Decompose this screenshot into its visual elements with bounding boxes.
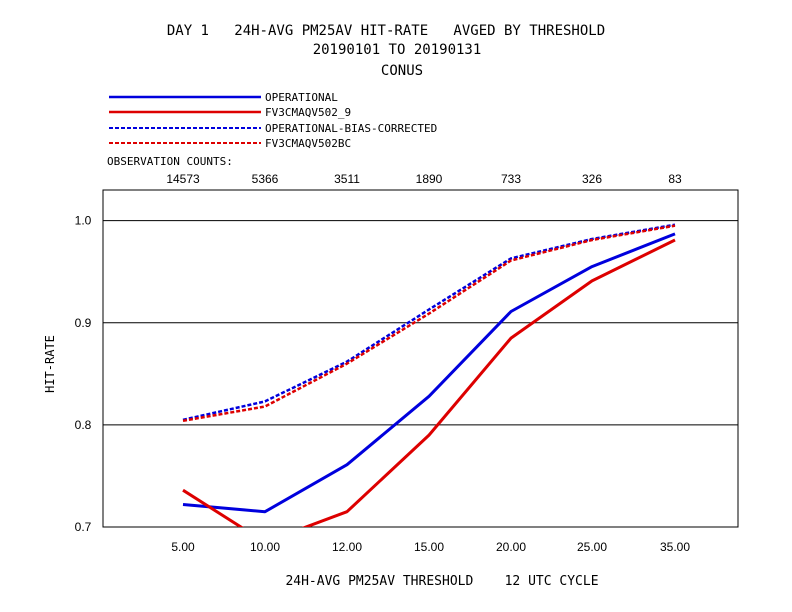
x-tick-label: 20.00: [496, 540, 526, 554]
series-line-operational: [182, 232, 676, 514]
x-tick-label: 15.00: [414, 540, 444, 554]
y-tick-label: 0.7: [75, 520, 92, 534]
observation-count: 14573: [166, 172, 200, 186]
observation-count: 3511: [334, 172, 360, 186]
x-tick-labels: 5.00 10.00 12.00 15.00 20.00 25.00 35.00: [171, 540, 690, 554]
legend: OPERATIONAL FV3CMAQV502_9 OPERATIONAL-BIAS…: [109, 91, 437, 150]
observation-count: 1890: [416, 172, 443, 186]
chart-title-line-1: DAY 1 24H-AVG PM25AV HIT-RATE AVGED BY T…: [167, 23, 605, 39]
legend-label: OPERATIONAL-BIAS-CORRECTED: [265, 122, 437, 135]
y-tick-label: 0.9: [75, 316, 92, 330]
y-tick-label: 0.8: [75, 418, 92, 432]
observation-counts: 14573 5366 3511 1890 733 326 83: [166, 172, 682, 186]
y-tick-label: 1.0: [75, 214, 92, 228]
y-axis-label: HIT-RATE: [43, 335, 57, 393]
legend-label: OPERATIONAL: [265, 91, 338, 104]
series-line-fv3cmaqv502bc: [182, 224, 676, 423]
x-tick-label: 10.00: [250, 540, 280, 554]
chart-title-line-2: 20190101 TO 20190131: [313, 42, 482, 58]
series-line-fv3cmaqv502-9: [182, 238, 676, 527]
series-line-operational-bias-corrected: [182, 223, 676, 422]
observation-count: 326: [582, 172, 602, 186]
gridlines: [103, 220, 738, 426]
legend-label: FV3CMAQV502BC: [265, 137, 351, 150]
plot-frame: [102, 189, 739, 528]
observation-counts-label: OBSERVATION COUNTS:: [107, 155, 233, 168]
x-tick-label: 35.00: [660, 540, 690, 554]
observation-count: 5366: [252, 172, 279, 186]
legend-label: FV3CMAQV502_9: [265, 106, 351, 119]
data-series: [182, 223, 676, 527]
x-axis-label: 24H-AVG PM25AV THRESHOLD 12 UTC CYCLE: [285, 574, 598, 589]
x-tick-label: 25.00: [577, 540, 607, 554]
y-tick-labels: 0.7 0.8 0.9 1.0: [75, 214, 92, 534]
x-tick-label: 5.00: [171, 540, 195, 554]
observation-count: 733: [501, 172, 521, 186]
observation-count: 83: [668, 172, 682, 186]
chart-title-line-3: CONUS: [381, 63, 423, 79]
x-tick-label: 12.00: [332, 540, 362, 554]
